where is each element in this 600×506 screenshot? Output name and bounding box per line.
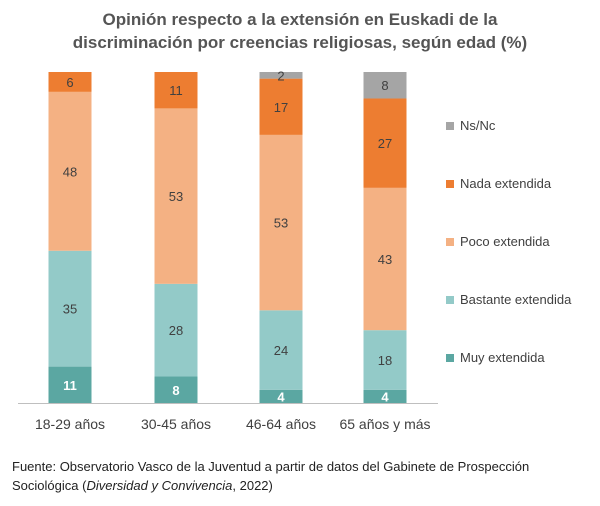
bar-segment-2-0 bbox=[259, 389, 303, 403]
legend-label-1: Nada extendida bbox=[460, 176, 552, 191]
data-label-2-1: 24 bbox=[274, 343, 288, 358]
chart-title: Opinión respecto a la extensión en Euska… bbox=[0, 8, 600, 54]
legend-swatch-4 bbox=[446, 354, 454, 362]
bar-segment-2-4 bbox=[259, 72, 303, 79]
source-suffix: , 2022) bbox=[232, 478, 273, 493]
bar-segment-3-1 bbox=[363, 330, 407, 390]
legend-label-3: Bastante extendida bbox=[460, 292, 572, 307]
data-label-3-1: 18 bbox=[378, 353, 392, 368]
data-label-2-0: 4 bbox=[277, 389, 285, 404]
x-tick-label-1: 30-45 años bbox=[141, 416, 211, 432]
legend-label-4: Muy extendida bbox=[460, 350, 545, 365]
data-label-2-3: 17 bbox=[274, 100, 288, 115]
bar-segment-0-1 bbox=[48, 250, 92, 367]
bar-segment-3-2 bbox=[363, 187, 407, 331]
bar-segment-2-2 bbox=[259, 134, 303, 311]
data-label-0-2: 48 bbox=[63, 164, 77, 179]
source-italic: Diversidad y Convivencia bbox=[86, 478, 233, 493]
legend-label-0: Ns/Nc bbox=[460, 118, 496, 133]
data-label-0-3: 6 bbox=[66, 75, 73, 90]
x-tick-label-2: 46-64 años bbox=[246, 416, 316, 432]
legend-swatch-2 bbox=[446, 238, 454, 246]
bar-segment-0-0 bbox=[48, 366, 92, 403]
chart-title-line-2: discriminación por creencias religiosas,… bbox=[72, 33, 528, 52]
data-label-0-0: 11 bbox=[63, 378, 77, 393]
bar-segment-1-0 bbox=[154, 376, 198, 403]
data-label-3-4: 8 bbox=[381, 78, 388, 93]
bar-segment-3-0 bbox=[363, 389, 407, 403]
data-label-3-2: 43 bbox=[378, 252, 392, 267]
source-note: Fuente: Observatorio Vasco de la Juventu… bbox=[12, 457, 592, 495]
bar-segment-1-3 bbox=[154, 72, 198, 109]
data-label-2-2: 53 bbox=[274, 216, 288, 231]
legend-label-2: Poco extendida bbox=[460, 234, 550, 249]
legend-swatch-3 bbox=[446, 296, 454, 304]
data-label-3-3: 27 bbox=[378, 136, 392, 151]
legend-swatch-1 bbox=[446, 180, 454, 188]
x-tick-label-0: 18-29 años bbox=[35, 416, 105, 432]
bar-segment-2-3 bbox=[259, 78, 303, 135]
data-label-2-4: 2 bbox=[277, 68, 284, 83]
bar-segment-0-3 bbox=[48, 72, 92, 92]
chart-title-line-1: Opinión respecto a la extensión en Euska… bbox=[102, 10, 498, 29]
data-label-1-0: 8 bbox=[172, 383, 179, 398]
source-prefix: Fuente: Observatorio Vasco de la Juventu… bbox=[12, 459, 530, 493]
bar-segment-1-2 bbox=[154, 108, 198, 284]
bar-segment-1-1 bbox=[154, 283, 198, 377]
bar-segment-0-2 bbox=[48, 91, 92, 251]
bar-segment-2-1 bbox=[259, 310, 303, 390]
bar-segment-3-3 bbox=[363, 98, 407, 188]
legend-swatch-0 bbox=[446, 122, 454, 130]
data-label-1-2: 53 bbox=[169, 189, 183, 204]
data-label-3-0: 4 bbox=[381, 389, 389, 404]
x-tick-label-3: 65 años y más bbox=[339, 416, 430, 432]
bar-segment-3-4 bbox=[363, 72, 407, 99]
data-label-0-1: 35 bbox=[63, 302, 77, 317]
data-label-1-3: 11 bbox=[169, 83, 183, 98]
data-label-1-1: 28 bbox=[169, 323, 183, 338]
